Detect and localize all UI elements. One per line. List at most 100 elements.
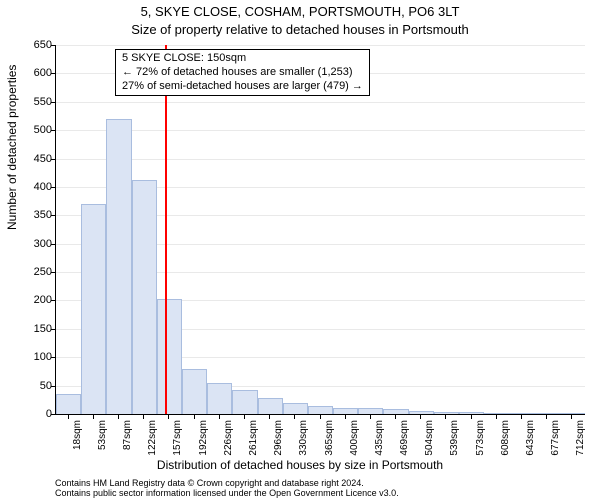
x-tick-label: 53sqm	[97, 420, 108, 470]
chart-container: 5, SKYE CLOSE, COSHAM, PORTSMOUTH, PO6 3…	[0, 0, 600, 500]
y-tick-mark	[51, 244, 55, 245]
footer-line1: Contains HM Land Registry data © Crown c…	[55, 478, 399, 488]
y-tick-mark	[51, 45, 55, 46]
histogram-bar	[232, 390, 257, 414]
histogram-bar	[484, 413, 509, 414]
y-tick-label: 550	[12, 96, 52, 108]
y-tick-label: 100	[12, 351, 52, 363]
x-tick-mark	[219, 415, 220, 419]
y-tick-mark	[51, 130, 55, 131]
x-tick-label: 330sqm	[298, 420, 309, 470]
x-tick-label: 296sqm	[273, 420, 284, 470]
histogram-bar	[459, 412, 484, 414]
y-tick-mark	[51, 272, 55, 273]
y-tick-mark	[51, 215, 55, 216]
histogram-bar	[132, 180, 157, 414]
histogram-bar	[308, 406, 333, 414]
histogram-bar	[560, 413, 585, 414]
histogram-bar	[81, 204, 106, 414]
x-tick-label: 87sqm	[122, 420, 133, 470]
x-tick-label: 365sqm	[324, 420, 335, 470]
x-tick-label: 435sqm	[374, 420, 385, 470]
y-tick-label: 350	[12, 209, 52, 221]
x-tick-label: 712sqm	[575, 420, 586, 470]
x-tick-mark	[294, 415, 295, 419]
x-tick-mark	[546, 415, 547, 419]
x-tick-mark	[320, 415, 321, 419]
x-tick-label: 573sqm	[475, 420, 486, 470]
x-tick-label: 261sqm	[248, 420, 259, 470]
x-tick-label: 226sqm	[223, 420, 234, 470]
y-tick-label: 300	[12, 238, 52, 250]
annotation-line2: ← 72% of detached houses are smaller (1,…	[122, 66, 363, 80]
histogram-bar	[509, 413, 534, 414]
y-tick-mark	[51, 102, 55, 103]
y-tick-label: 200	[12, 294, 52, 306]
annotation-line1: 5 SKYE CLOSE: 150sqm	[122, 52, 363, 66]
y-tick-mark	[51, 386, 55, 387]
x-tick-mark	[68, 415, 69, 419]
y-tick-label: 400	[12, 181, 52, 193]
x-tick-label: 539sqm	[449, 420, 460, 470]
footer-line2: Contains public sector information licen…	[55, 488, 399, 498]
histogram-bar	[157, 299, 182, 414]
footer-attribution: Contains HM Land Registry data © Crown c…	[55, 478, 399, 499]
x-tick-mark	[420, 415, 421, 419]
x-tick-mark	[345, 415, 346, 419]
histogram-bar	[283, 403, 308, 414]
y-tick-label: 600	[12, 67, 52, 79]
x-tick-mark	[496, 415, 497, 419]
histogram-bar	[333, 408, 358, 414]
gridline	[56, 45, 585, 46]
x-tick-mark	[521, 415, 522, 419]
y-tick-label: 50	[12, 380, 52, 392]
x-tick-mark	[118, 415, 119, 419]
annotation-box: 5 SKYE CLOSE: 150sqm← 72% of detached ho…	[115, 49, 370, 96]
gridline	[56, 130, 585, 131]
y-tick-mark	[51, 300, 55, 301]
histogram-bar	[56, 394, 81, 414]
x-tick-mark	[244, 415, 245, 419]
x-tick-label: 192sqm	[198, 420, 209, 470]
chart-title-line2: Size of property relative to detached ho…	[0, 22, 600, 37]
y-tick-label: 0	[12, 408, 52, 420]
gridline	[56, 102, 585, 103]
histogram-bar	[106, 119, 131, 414]
y-tick-label: 250	[12, 266, 52, 278]
x-tick-mark	[194, 415, 195, 419]
histogram-bar	[535, 413, 560, 414]
histogram-bar	[434, 412, 459, 414]
x-tick-label: 643sqm	[525, 420, 536, 470]
plot-area	[55, 45, 585, 415]
x-tick-label: 400sqm	[349, 420, 360, 470]
x-tick-label: 677sqm	[550, 420, 561, 470]
y-tick-label: 500	[12, 124, 52, 136]
x-tick-label: 608sqm	[500, 420, 511, 470]
y-tick-mark	[51, 414, 55, 415]
reference-line	[165, 45, 167, 414]
histogram-bar	[258, 398, 283, 414]
gridline	[56, 159, 585, 160]
annotation-line3: 27% of semi-detached houses are larger (…	[122, 80, 363, 94]
y-tick-mark	[51, 357, 55, 358]
y-tick-label: 650	[12, 39, 52, 51]
histogram-bar	[358, 408, 383, 414]
histogram-bar	[383, 409, 408, 414]
histogram-bar	[207, 383, 232, 414]
histogram-bar	[182, 369, 207, 414]
y-tick-mark	[51, 187, 55, 188]
y-tick-label: 450	[12, 153, 52, 165]
y-tick-mark	[51, 159, 55, 160]
x-tick-label: 122sqm	[147, 420, 158, 470]
x-tick-label: 157sqm	[172, 420, 183, 470]
x-tick-mark	[269, 415, 270, 419]
x-tick-mark	[471, 415, 472, 419]
x-tick-mark	[370, 415, 371, 419]
y-axis-label: Number of detached properties	[5, 65, 19, 230]
x-tick-mark	[395, 415, 396, 419]
x-tick-label: 504sqm	[424, 420, 435, 470]
x-tick-mark	[571, 415, 572, 419]
y-tick-mark	[51, 73, 55, 74]
x-tick-label: 469sqm	[399, 420, 410, 470]
y-tick-mark	[51, 329, 55, 330]
